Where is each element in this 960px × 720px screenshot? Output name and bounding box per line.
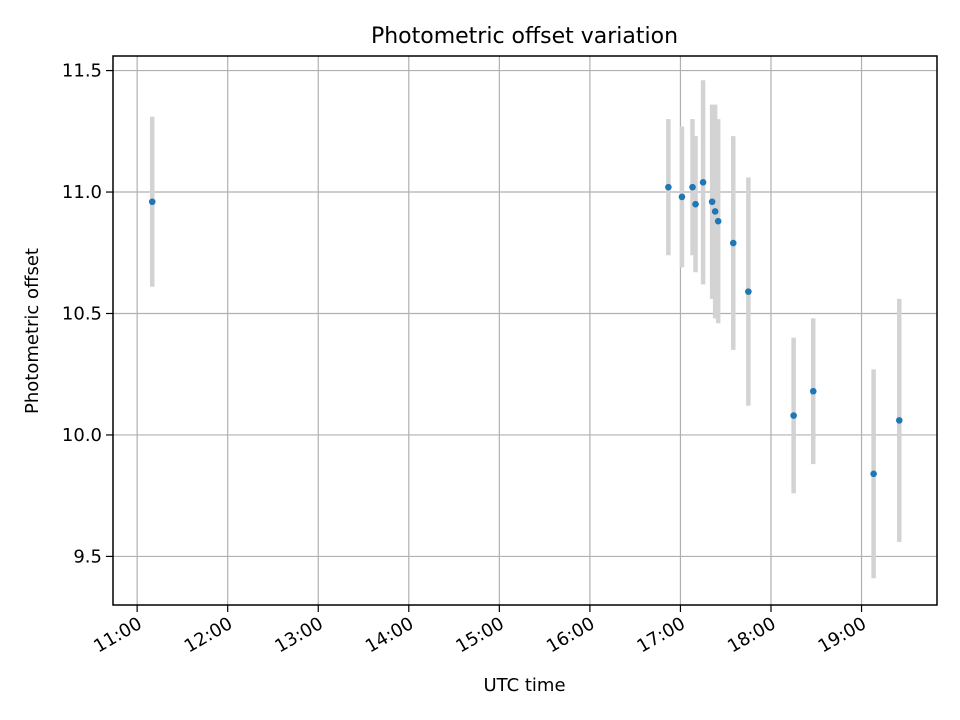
data-point bbox=[790, 412, 797, 419]
data-point bbox=[692, 200, 699, 208]
x-tick-label: 11:00 bbox=[90, 613, 145, 657]
data-point bbox=[148, 198, 156, 206]
x-axis-label: UTC time bbox=[483, 675, 565, 696]
x-tick-label: 13:00 bbox=[271, 613, 326, 657]
data-point bbox=[714, 217, 722, 225]
data-point bbox=[665, 183, 672, 191]
x-tick-label: 18:00 bbox=[724, 613, 779, 657]
data-point bbox=[745, 288, 752, 295]
x-tick-label: 19:00 bbox=[815, 613, 870, 657]
plot-area bbox=[148, 80, 903, 579]
y-tick-label: 10.0 bbox=[62, 425, 102, 446]
data-point bbox=[699, 179, 707, 186]
y-axis-label: Photometric offset bbox=[22, 248, 43, 414]
data-point bbox=[678, 193, 686, 201]
y-tick-label: 11.5 bbox=[62, 61, 102, 82]
y-tick-label: 10.5 bbox=[62, 303, 102, 324]
data-point bbox=[689, 183, 696, 191]
x-tick-label: 15:00 bbox=[452, 613, 507, 657]
y-tick-label: 9.5 bbox=[73, 546, 102, 567]
data-point bbox=[711, 208, 719, 215]
data-point bbox=[895, 417, 903, 424]
x-tick-label: 16:00 bbox=[543, 613, 598, 657]
plot-frame bbox=[112, 55, 938, 606]
chart-title: Photometric offset variation bbox=[371, 24, 678, 49]
y-tick-label: 11.0 bbox=[62, 182, 102, 203]
data-point bbox=[729, 239, 737, 247]
data-point bbox=[809, 387, 817, 395]
x-tick-label: 17:00 bbox=[634, 613, 689, 657]
data-point bbox=[708, 198, 716, 206]
x-tick-label: 12:00 bbox=[181, 613, 236, 657]
x-tick-label: 14:00 bbox=[362, 613, 417, 657]
data-point bbox=[870, 470, 877, 478]
grid bbox=[113, 56, 937, 605]
